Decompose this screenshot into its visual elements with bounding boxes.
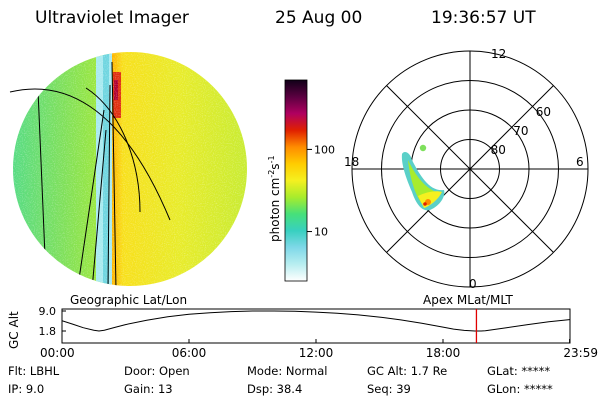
x-tick-label: 23:59 <box>563 346 598 360</box>
time-label: 19:36:57 UT <box>431 8 536 28</box>
gc-altitude-status: GC Alt: 1.7 Re <box>367 364 448 378</box>
filter-status: Flt: LBHL <box>8 364 60 378</box>
auroral-oval-emission <box>401 144 445 211</box>
mlt-label-6: 6 <box>576 155 584 169</box>
glon-status: GLon: ***** <box>487 382 553 396</box>
mode-status: Mode: Normal <box>247 364 328 378</box>
colorbar: 100 10 <box>284 79 335 282</box>
colorbar-tick-label: 10 <box>314 226 328 239</box>
apex-panel-label: Apex MLat/MLT <box>423 293 513 307</box>
altitude-chart-frame <box>61 308 571 344</box>
altitude-series-line <box>62 310 570 332</box>
polar-lat-label: 80 <box>491 143 506 157</box>
polar-lat-label: 70 <box>513 124 528 138</box>
altitude-axis-label: GC Alt <box>7 311 21 349</box>
earth-disk-image <box>9 52 247 286</box>
colorbar-units: photon cm-2s-1 <box>267 155 282 242</box>
x-tick-label: 12:00 <box>299 346 334 360</box>
sequence-status: Seq: 39 <box>367 382 411 396</box>
geographic-panel-label: Geographic Lat/Lon <box>70 293 187 307</box>
colorbar-tick-label: 100 <box>314 143 335 156</box>
date-label: 25 Aug 00 <box>275 8 363 28</box>
y-tick-label: 1.8 <box>39 325 57 338</box>
door-status: Door: Open <box>124 364 190 378</box>
mlt-label-18: 18 <box>344 155 359 169</box>
glat-status: GLat: ***** <box>487 364 551 378</box>
instrument-title: Ultraviolet Imager <box>35 8 189 28</box>
x-tick-label: 18:00 <box>426 346 461 360</box>
polar-plot <box>351 50 589 288</box>
mlt-label-12: 12 <box>491 47 506 61</box>
y-tick-label: 9.0 <box>39 305 57 318</box>
polar-lat-label: 60 <box>536 105 551 119</box>
x-tick-label: 00:00 <box>40 346 75 360</box>
mlt-label-0: 0 <box>469 277 477 291</box>
gain-status: Gain: 13 <box>124 382 173 396</box>
ip-status: IP: 9.0 <box>8 382 45 396</box>
altitude-chart <box>61 308 571 344</box>
dsp-status: Dsp: 38.4 <box>247 382 303 396</box>
x-tick-label: 06:00 <box>172 346 207 360</box>
